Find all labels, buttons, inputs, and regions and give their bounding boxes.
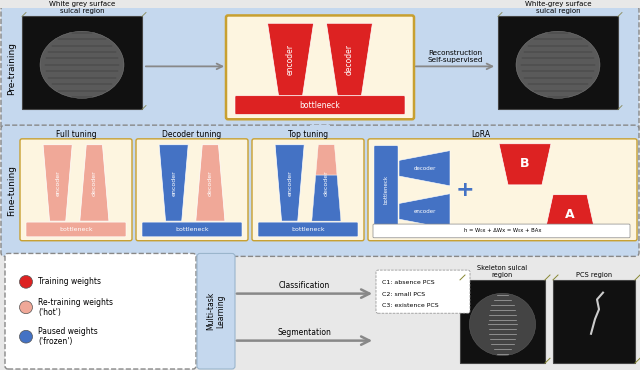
Text: decoder: decoder (208, 170, 213, 196)
FancyBboxPatch shape (252, 139, 364, 241)
FancyBboxPatch shape (226, 16, 414, 119)
Polygon shape (399, 194, 450, 229)
Text: bottleneck: bottleneck (59, 227, 93, 232)
FancyBboxPatch shape (26, 222, 126, 237)
Polygon shape (275, 145, 304, 221)
Text: C2: small PCS: C2: small PCS (382, 292, 425, 297)
FancyBboxPatch shape (310, 125, 330, 131)
Circle shape (19, 301, 33, 314)
Text: PCS region: PCS region (576, 272, 612, 278)
Text: h = W₀x + ΔWx = W₀x + BAx: h = W₀x + ΔWx = W₀x + BAx (464, 228, 541, 233)
Polygon shape (544, 195, 596, 236)
Text: bottleneck: bottleneck (175, 227, 209, 232)
Text: Multi-task
Learning: Multi-task Learning (206, 292, 226, 330)
Text: LoRA: LoRA (472, 130, 491, 139)
FancyBboxPatch shape (553, 280, 635, 363)
Ellipse shape (516, 31, 600, 98)
Text: Re-training weights
('hot'): Re-training weights ('hot') (38, 297, 113, 317)
Text: bottleneck: bottleneck (300, 101, 340, 110)
Text: Reconstruction
Self-supervised: Reconstruction Self-supervised (428, 50, 483, 63)
FancyBboxPatch shape (1, 6, 639, 131)
FancyBboxPatch shape (235, 96, 405, 114)
FancyBboxPatch shape (374, 146, 398, 234)
FancyBboxPatch shape (460, 280, 545, 363)
FancyBboxPatch shape (142, 222, 242, 237)
Text: decoder: decoder (345, 44, 354, 75)
Text: Fine-tuning: Fine-tuning (8, 165, 17, 216)
Polygon shape (312, 175, 341, 221)
Text: Skeleton sulcal
region: Skeleton sulcal region (477, 265, 527, 278)
FancyBboxPatch shape (368, 139, 637, 241)
Text: Decoder tuning: Decoder tuning (163, 130, 221, 139)
Polygon shape (43, 145, 72, 221)
Text: +: + (456, 180, 474, 200)
FancyBboxPatch shape (373, 224, 630, 238)
FancyBboxPatch shape (1, 125, 639, 256)
Text: Classification: Classification (279, 281, 330, 290)
Text: Paused weights
('frozen'): Paused weights ('frozen') (38, 327, 98, 346)
Text: White-grey surface
sulcal region: White-grey surface sulcal region (525, 1, 591, 14)
FancyBboxPatch shape (22, 16, 142, 110)
Polygon shape (268, 23, 314, 96)
Polygon shape (499, 144, 551, 185)
Ellipse shape (40, 31, 124, 98)
Text: encoder: encoder (171, 170, 176, 196)
Text: Top tuning: Top tuning (288, 130, 328, 139)
Text: C1: absence PCS: C1: absence PCS (382, 280, 435, 285)
Text: encoder: encoder (413, 209, 436, 214)
Text: encoder: encoder (55, 170, 60, 196)
Circle shape (19, 330, 33, 343)
Polygon shape (399, 151, 450, 186)
Polygon shape (196, 145, 225, 221)
Text: B: B (520, 157, 530, 170)
Text: bottleneck: bottleneck (291, 227, 325, 232)
FancyBboxPatch shape (5, 53, 635, 74)
Text: A: A (565, 208, 575, 221)
FancyBboxPatch shape (498, 16, 618, 110)
Polygon shape (326, 23, 372, 96)
FancyBboxPatch shape (20, 139, 132, 241)
Text: Training weights: Training weights (38, 278, 101, 286)
FancyBboxPatch shape (376, 270, 470, 313)
Circle shape (19, 276, 33, 288)
Text: decoder: decoder (324, 170, 329, 196)
Text: C3: existence PCS: C3: existence PCS (382, 303, 438, 309)
FancyBboxPatch shape (5, 253, 196, 369)
Text: Full tuning: Full tuning (56, 130, 96, 139)
Text: Segmentation: Segmentation (278, 328, 332, 337)
Ellipse shape (469, 293, 536, 356)
FancyBboxPatch shape (136, 139, 248, 241)
Text: bottleneck: bottleneck (383, 175, 388, 204)
Text: White grey surface
sulcal region: White grey surface sulcal region (49, 1, 115, 14)
Text: decoder: decoder (413, 166, 436, 171)
Polygon shape (80, 145, 109, 221)
Text: Pre-training: Pre-training (8, 42, 17, 95)
FancyBboxPatch shape (258, 222, 358, 237)
Text: decoder: decoder (92, 170, 97, 196)
Polygon shape (159, 145, 188, 221)
Text: encoder: encoder (286, 44, 295, 75)
Text: encoder: encoder (287, 170, 292, 196)
FancyBboxPatch shape (197, 253, 235, 369)
Polygon shape (316, 145, 337, 175)
